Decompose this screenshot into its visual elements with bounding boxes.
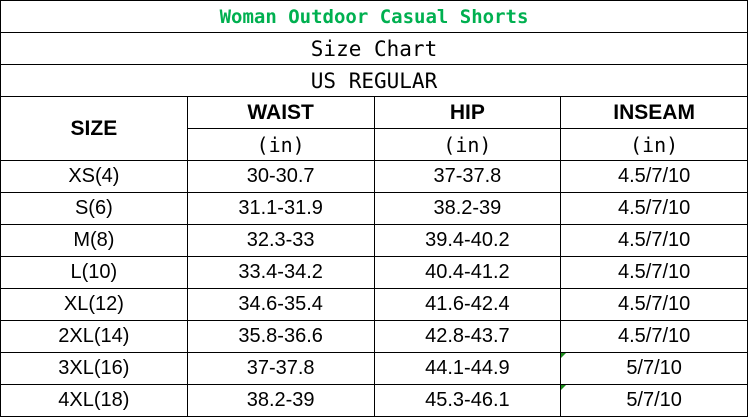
inseam-unit: (in) — [560, 128, 748, 161]
inseam-cell: 4.5/7/10 — [560, 288, 748, 321]
chart-subtitle: Size Chart — [0, 32, 748, 65]
table-row: 2XL(14) 35.8-36.6 42.8-43.7 4.5/7/10 — [0, 320, 748, 353]
size-cell: XS(4) — [0, 160, 188, 193]
hip-cell: 38.2-39 — [373, 192, 562, 225]
hip-cell: 37-37.8 — [373, 160, 562, 193]
inseam-cell: 4.5/7/10 — [560, 160, 748, 193]
size-cell: 4XL(18) — [0, 384, 188, 417]
hip-cell: 44.1-44.9 — [373, 352, 562, 385]
inseam-cell: 4.5/7/10 — [560, 224, 748, 257]
waist-cell: 38.2-39 — [186, 384, 375, 417]
hip-cell: 40.4-41.2 — [373, 256, 562, 289]
table-row: M(8) 32.3-33 39.4-40.2 4.5/7/10 — [0, 224, 748, 257]
inseam-cell: 4.5/7/10 — [560, 256, 748, 289]
waist-cell: 37-37.8 — [186, 352, 375, 385]
size-header: SIZE — [0, 96, 188, 161]
table-row: 3XL(16) 37-37.8 44.1-44.9 5/7/10 — [0, 352, 748, 385]
inseam-cell: 5/7/10 — [560, 384, 748, 417]
table-row: 4XL(18) 38.2-39 45.3-46.1 5/7/10 — [0, 384, 748, 417]
waist-cell: 30-30.7 — [186, 160, 375, 193]
size-cell: S(6) — [0, 192, 188, 225]
size-cell: 2XL(14) — [0, 320, 188, 353]
waist-cell: 32.3-33 — [186, 224, 375, 257]
hip-cell: 45.3-46.1 — [373, 384, 562, 417]
size-cell: M(8) — [0, 224, 188, 257]
hip-header: HIP — [373, 96, 562, 129]
inseam-cell: 4.5/7/10 — [560, 320, 748, 353]
waist-cell: 34.6-35.4 — [186, 288, 375, 321]
inseam-header: INSEAM — [560, 96, 748, 129]
table-row: XS(4) 30-30.7 37-37.8 4.5/7/10 — [0, 160, 748, 193]
waist-cell: 31.1-31.9 — [186, 192, 375, 225]
hip-cell: 42.8-43.7 — [373, 320, 562, 353]
region-label: US REGULAR — [0, 64, 748, 97]
waist-header: WAIST — [186, 96, 375, 129]
size-cell: XL(12) — [0, 288, 188, 321]
size-cell: 3XL(16) — [0, 352, 188, 385]
inseam-cell: 5/7/10 — [560, 352, 748, 385]
hip-cell: 39.4-40.2 — [373, 224, 562, 257]
chart-title: Woman Outdoor Casual Shorts — [0, 0, 748, 33]
waist-unit: (in) — [186, 128, 375, 161]
size-cell: L(10) — [0, 256, 188, 289]
waist-cell: 33.4-34.2 — [186, 256, 375, 289]
waist-cell: 35.8-36.6 — [186, 320, 375, 353]
hip-unit: (in) — [373, 128, 562, 161]
table-row: L(10) 33.4-34.2 40.4-41.2 4.5/7/10 — [0, 256, 748, 289]
table-row: S(6) 31.1-31.9 38.2-39 4.5/7/10 — [0, 192, 748, 225]
hip-cell: 41.6-42.4 — [373, 288, 562, 321]
inseam-cell: 4.5/7/10 — [560, 192, 748, 225]
table-row: XL(12) 34.6-35.4 41.6-42.4 4.5/7/10 — [0, 288, 748, 321]
